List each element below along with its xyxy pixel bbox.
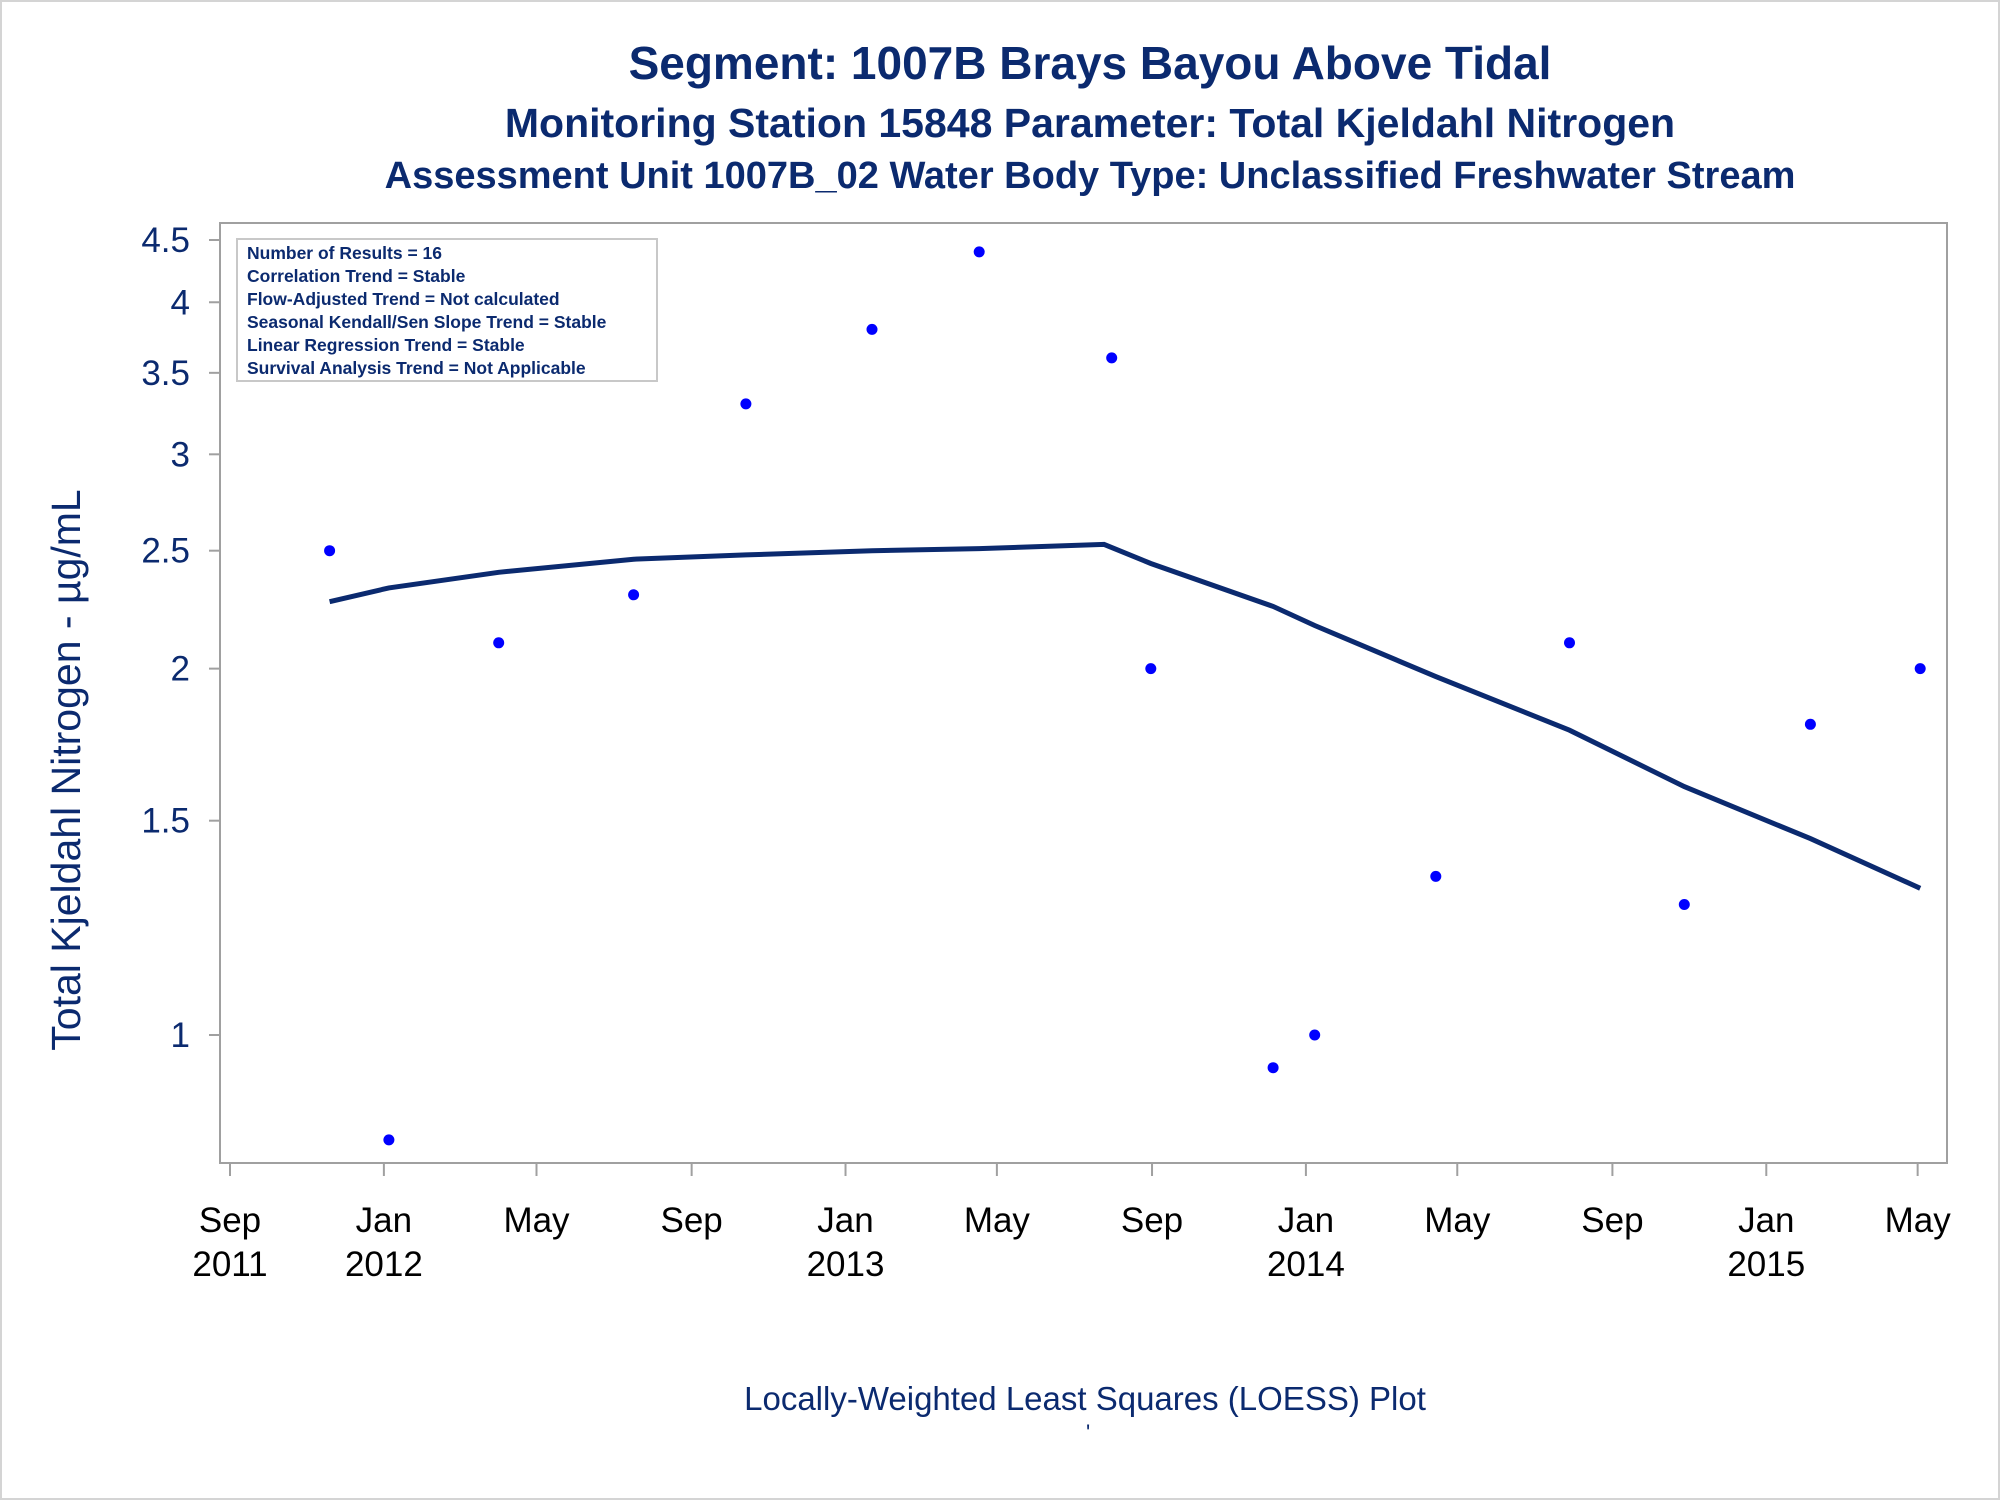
- loess-line: [329, 541, 1922, 891]
- y-tick-label: 3: [171, 435, 190, 474]
- x-tick-label-month: Sep: [1581, 1201, 1643, 1240]
- legend-linear-regression-trend: Linear Regression Trend = Stable: [247, 335, 525, 355]
- chart-title: Segment: 1007B Brays Bayou Above Tidal: [628, 37, 1552, 89]
- y-axis-label: Total Kjeldahl Nitrogen - µg/mL: [43, 489, 89, 1050]
- data-point: [1564, 637, 1575, 649]
- loess-footnote: Locally-Weighted Least Squares (LOESS) P…: [744, 1380, 1426, 1417]
- legend-seasonal-kendall-trend: Seasonal Kendall/Sen Slope Trend = Stabl…: [247, 312, 607, 332]
- data-point: [1106, 352, 1118, 364]
- data-point: [1267, 1062, 1279, 1074]
- x-tick-label-month: May: [1424, 1201, 1491, 1240]
- trend-legend-box: [236, 238, 658, 382]
- data-point: [866, 323, 878, 335]
- x-tick-label-month: Jan: [356, 1201, 412, 1240]
- legend-correlation-trend: Correlation Trend = Stable: [247, 266, 466, 286]
- y-tick-label: 3.5: [141, 354, 190, 393]
- chart-subtitle-station: Monitoring Station 15848 Parameter: Tota…: [504, 100, 1676, 146]
- x-tick-label-month: May: [1885, 1201, 1952, 1240]
- y-tick-label: 4.5: [141, 221, 190, 260]
- data-point: [1309, 1029, 1321, 1041]
- y-tick-label: 2.5: [141, 532, 190, 571]
- x-tick-label-month: May: [503, 1201, 570, 1240]
- x-tick-label-month: Sep: [199, 1201, 261, 1240]
- x-axis: Sep 2011 Jan 2012 May Sep Jan 2013 May Sep Jan 2014…: [192, 1162, 1952, 1284]
- legend-survival-analysis-trend: Survival Analysis Trend = Not Applicable: [247, 358, 586, 378]
- data-point: [383, 1134, 395, 1146]
- data-point: [628, 589, 640, 601]
- data-point: [1914, 663, 1926, 675]
- data-point: [1804, 718, 1816, 730]
- x-tick-label-year: 2014: [1267, 1245, 1345, 1284]
- legend-number-of-results: Number of Results = 16: [247, 243, 442, 263]
- x-tick-label-month: May: [964, 1201, 1031, 1240]
- trend-legend: Number of Results = 16 Correlation Trend…: [236, 238, 658, 382]
- x-tick-label-month: Jan: [1278, 1201, 1334, 1240]
- y-tick-label: 1: [171, 1016, 190, 1055]
- data-point: [493, 637, 505, 649]
- data-point: [1145, 663, 1157, 675]
- footnote-mark: ': [1086, 1420, 1091, 1445]
- data-point: [1678, 899, 1690, 910]
- data-point: [1430, 870, 1442, 882]
- data-points: [324, 246, 1926, 1146]
- y-tick-label: 4: [171, 283, 190, 322]
- x-tick-label-month: Sep: [661, 1201, 723, 1240]
- data-point: [324, 545, 336, 557]
- x-tick-label-month: Jan: [1738, 1201, 1794, 1240]
- chart-subtitle-assessment: Assessment Unit 1007B_02 Water Body Type…: [384, 155, 1796, 197]
- x-tick-label-year: 2013: [807, 1245, 885, 1284]
- x-tick-label-month: Jan: [817, 1201, 873, 1240]
- x-tick-label-year: 2011: [192, 1245, 267, 1284]
- data-point: [740, 398, 752, 410]
- y-axis: 1 1.5 2 2.5 3 3.5 4 4.5: [141, 221, 220, 1055]
- x-tick-label-year: 2012: [345, 1245, 423, 1284]
- y-tick-label: 2: [171, 650, 190, 689]
- legend-flow-adjusted-trend: Flow-Adjusted Trend = Not calculated: [247, 289, 560, 309]
- y-tick-label: 1.5: [141, 802, 190, 841]
- x-tick-label-year: 2015: [1727, 1245, 1805, 1284]
- x-tick-label-month: Sep: [1121, 1201, 1183, 1240]
- data-point: [973, 246, 985, 258]
